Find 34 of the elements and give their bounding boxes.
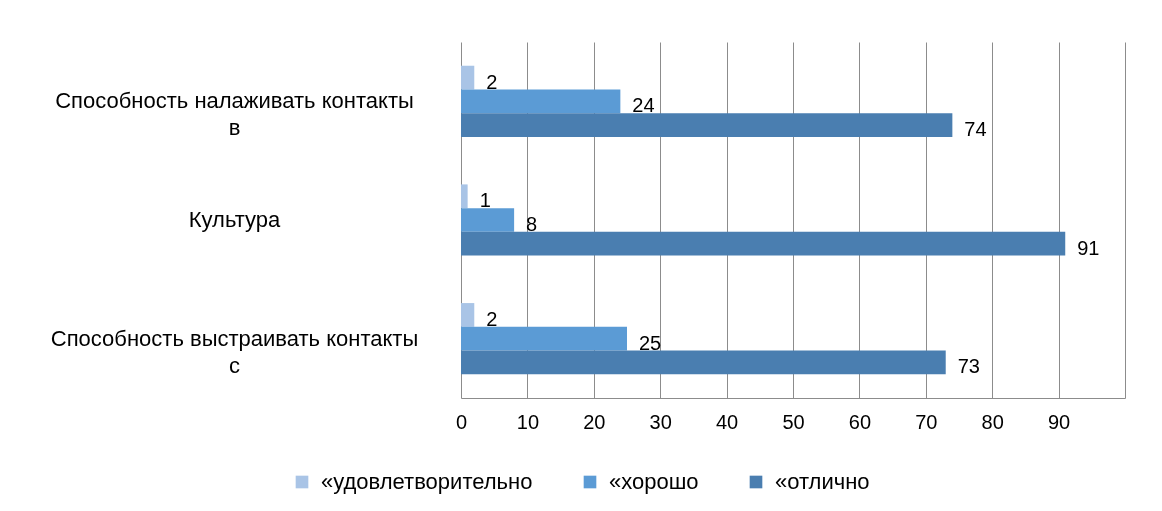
y-tick-label: Культура	[188, 207, 281, 232]
bar	[461, 231, 1066, 256]
x-tick-label: 0	[455, 410, 468, 433]
x-tick-label: 50	[782, 410, 805, 433]
bar	[461, 65, 475, 90]
bar	[461, 113, 953, 137]
data-label: 73	[957, 355, 980, 378]
x-tick-label: 80	[981, 410, 1004, 433]
x-tick-label: 10	[516, 410, 540, 433]
x-tick-label: 70	[915, 410, 938, 433]
data-label: 2	[486, 307, 498, 330]
x-tick-label: 30	[649, 410, 672, 433]
bar	[461, 350, 946, 375]
data-label: 91	[1077, 236, 1100, 259]
x-tick-label: 20	[583, 410, 606, 433]
legend-label: «удовлетворительно	[321, 469, 533, 494]
legend-label: «отлично	[775, 469, 870, 494]
x-tick-label: 60	[848, 410, 872, 433]
bar	[461, 89, 621, 114]
data-label: 25	[639, 331, 662, 354]
data-label: 24	[632, 94, 655, 117]
bar	[461, 303, 475, 327]
data-label: 1	[479, 189, 491, 212]
bar	[461, 326, 627, 351]
y-tick-label: Способность налаживать контакты в	[55, 88, 414, 141]
data-label: 2	[486, 70, 498, 93]
legend-label: «хорошо	[609, 469, 699, 494]
bar	[461, 184, 468, 209]
x-tick-label: 90	[1047, 410, 1071, 433]
data-label: 74	[964, 118, 987, 141]
data-label: 8	[526, 213, 538, 235]
x-tick-label: 40	[715, 410, 739, 433]
y-tick-label: Способность выстраивать контакты с	[50, 325, 419, 378]
bar	[461, 208, 515, 232]
